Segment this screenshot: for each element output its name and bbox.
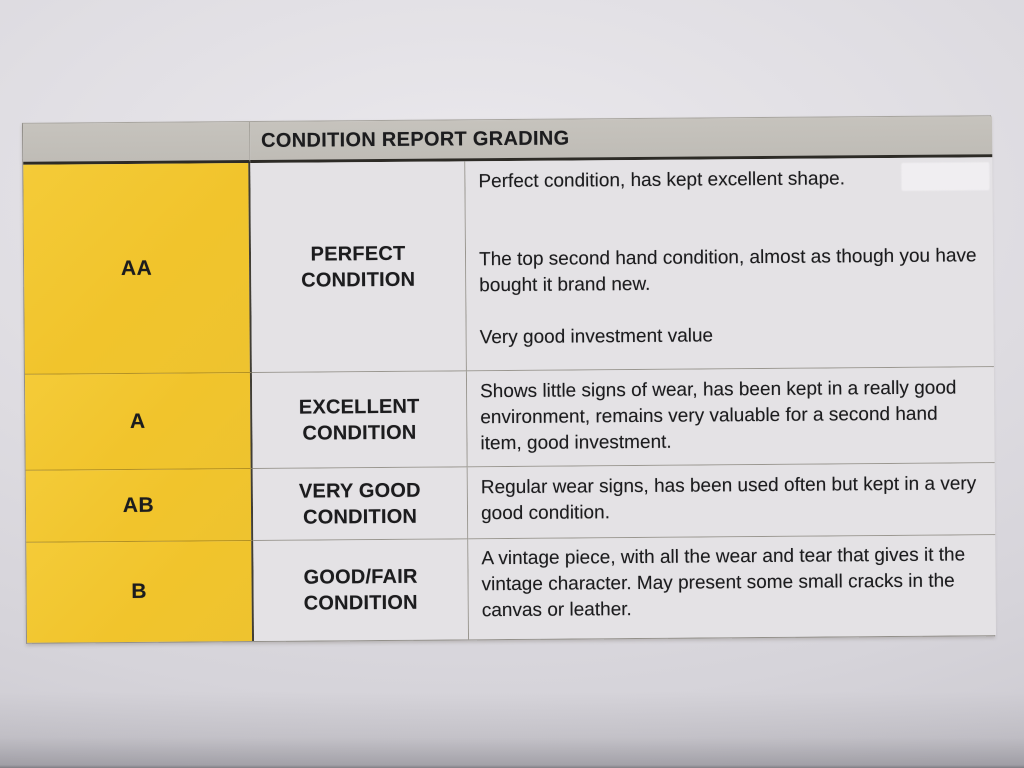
grade-cell-ab: AB	[25, 469, 254, 543]
condition-label: GOOD/FAIR CONDITION	[303, 565, 418, 615]
header-title: CONDITION REPORT GRADING	[261, 127, 570, 152]
grade-cell-aa: AA	[23, 163, 252, 375]
description-paragraph: Shows little signs of wear, has been kep…	[480, 377, 957, 455]
grade-label: AB	[122, 493, 155, 517]
condition-label-cell-aa: PERFECT CONDITION	[250, 161, 467, 374]
description-cell-ab: Regular wear signs, has been used often …	[467, 463, 996, 540]
description-paragraph: The top second hand condition, almost as…	[478, 245, 977, 297]
grade-cell-a: A	[24, 373, 253, 471]
description-paragraph: Very good investment value	[479, 325, 714, 349]
condition-label-cell-ab: VERY GOOD CONDITION	[252, 467, 469, 542]
condition-label: VERY GOOD CONDITION	[298, 479, 421, 529]
condition-grading-table: CONDITION REPORT GRADING AA PERFECT COND…	[21, 115, 997, 644]
grade-label: B	[131, 579, 148, 603]
grade-label: AA	[120, 256, 153, 280]
description-cell-aa: Perfect condition, has kept excellent sh…	[465, 157, 994, 372]
description-cell-b: A vintage piece, with all the wear and t…	[468, 535, 997, 640]
header-spacer-cell	[22, 122, 251, 165]
description-paragraph: Regular wear signs, has been used often …	[480, 473, 977, 525]
condition-label-cell-a: EXCELLENT CONDITION	[251, 371, 468, 470]
description-paragraph: A vintage piece, with all the wear and t…	[481, 544, 966, 622]
grade-label: A	[129, 409, 146, 433]
condition-label: EXCELLENT CONDITION	[298, 395, 420, 445]
table-header: CONDITION REPORT GRADING	[249, 116, 993, 164]
whiteout-patch	[901, 162, 990, 191]
condition-label: PERFECT CONDITION	[301, 242, 416, 292]
condition-label-cell-b: GOOD/FAIR CONDITION	[253, 539, 470, 642]
description-cell-a: Shows little signs of wear, has been kep…	[466, 367, 995, 468]
grade-cell-b: B	[26, 541, 255, 643]
